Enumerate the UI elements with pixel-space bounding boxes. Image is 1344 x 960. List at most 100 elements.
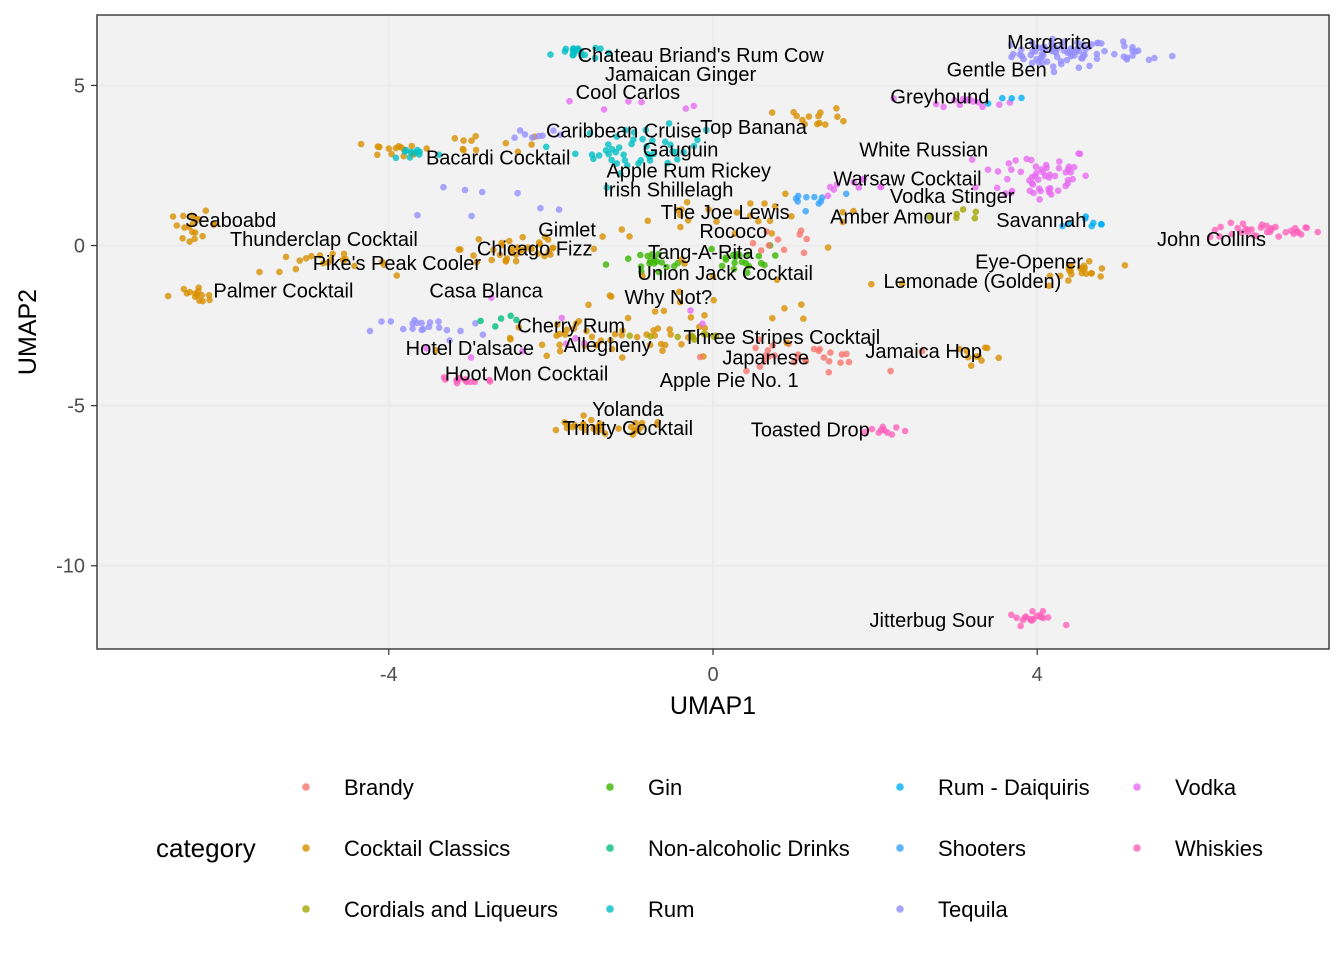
data-point [1263,222,1270,230]
data-point [1028,173,1036,181]
data-point [1020,55,1027,63]
data-point [622,126,629,134]
data-point [541,252,548,260]
data-point [408,142,416,150]
data-point [1019,616,1027,624]
data-point [661,341,669,349]
data-point [1008,41,1015,48]
data-point [684,217,692,224]
legend: category Brandy Cocktail Classics Cordials… [156,775,1263,922]
data-point [1093,55,1101,63]
data-point [524,244,532,251]
data-point [173,222,181,229]
data-point [757,247,765,254]
data-point [1043,58,1051,65]
data-point [409,325,416,333]
data-point [940,103,947,111]
x-axis-ticks: -4 0 4 [380,649,1043,686]
legend-title: category [156,833,256,863]
data-point [1004,175,1011,183]
data-point [667,141,674,149]
data-point [667,331,674,338]
data-point [1049,63,1057,70]
data-point [984,344,991,352]
point-label: Toasted Drop [751,420,870,442]
data-point [1030,189,1037,197]
point-label: Rococo [699,221,767,243]
data-point [440,183,447,191]
data-point [1169,52,1176,60]
data-point [1063,621,1070,629]
data-point [646,157,654,164]
data-point [1081,215,1089,222]
data-point [588,333,596,341]
y-axis-title: UMAP2 [14,289,42,375]
data-point [644,150,651,158]
data-point [195,284,202,292]
data-point [774,236,782,243]
data-point [1051,172,1059,180]
data-point [1059,222,1066,230]
data-point [799,116,806,124]
data-point [1013,614,1020,622]
data-point [550,127,557,134]
data-point [984,166,992,173]
data-point [747,200,754,207]
data-point [327,256,335,264]
data-point [432,347,440,354]
data-point [619,354,626,361]
data-point [1070,163,1078,171]
point-label: Chicago Fizz [477,239,593,261]
data-point [633,333,641,341]
data-point [302,254,310,262]
data-point [506,334,514,342]
data-point [479,331,487,339]
data-point [1101,47,1108,55]
data-point [696,353,704,361]
data-point [659,347,666,355]
data-point [677,223,684,231]
data-point [1086,62,1093,70]
legend-key [896,783,904,791]
data-point [825,369,833,376]
data-point [538,341,546,349]
data-point [638,419,646,427]
data-point [756,363,764,370]
data-point [1123,56,1131,63]
data-point [1057,272,1064,280]
data-point [183,290,191,297]
data-point [637,263,645,270]
data-point [1035,58,1042,66]
data-point [971,214,979,222]
data-point [951,96,958,104]
data-point [588,416,595,424]
data-point [536,241,544,248]
data-point [803,193,810,201]
data-point [839,208,847,216]
data-point [570,325,578,332]
data-point [597,337,605,344]
data-point [690,142,698,150]
data-point [680,148,687,156]
data-point [1275,233,1282,240]
data-point [618,331,625,339]
data-point [830,186,838,193]
data-point [418,326,426,334]
data-point [395,143,402,150]
data-point [1075,150,1082,157]
data-point [761,200,768,207]
data-point [746,212,754,220]
data-point [414,146,421,154]
data-point [666,326,673,333]
data-point [850,207,857,215]
data-point [833,105,840,112]
data-point [845,358,853,366]
data-point [781,305,788,312]
data-point [676,288,683,296]
data-point [968,156,976,163]
point-label: White Russian [859,140,988,162]
data-point [674,333,681,341]
data-point [459,145,467,153]
data-point [834,113,841,120]
data-point [687,314,695,321]
